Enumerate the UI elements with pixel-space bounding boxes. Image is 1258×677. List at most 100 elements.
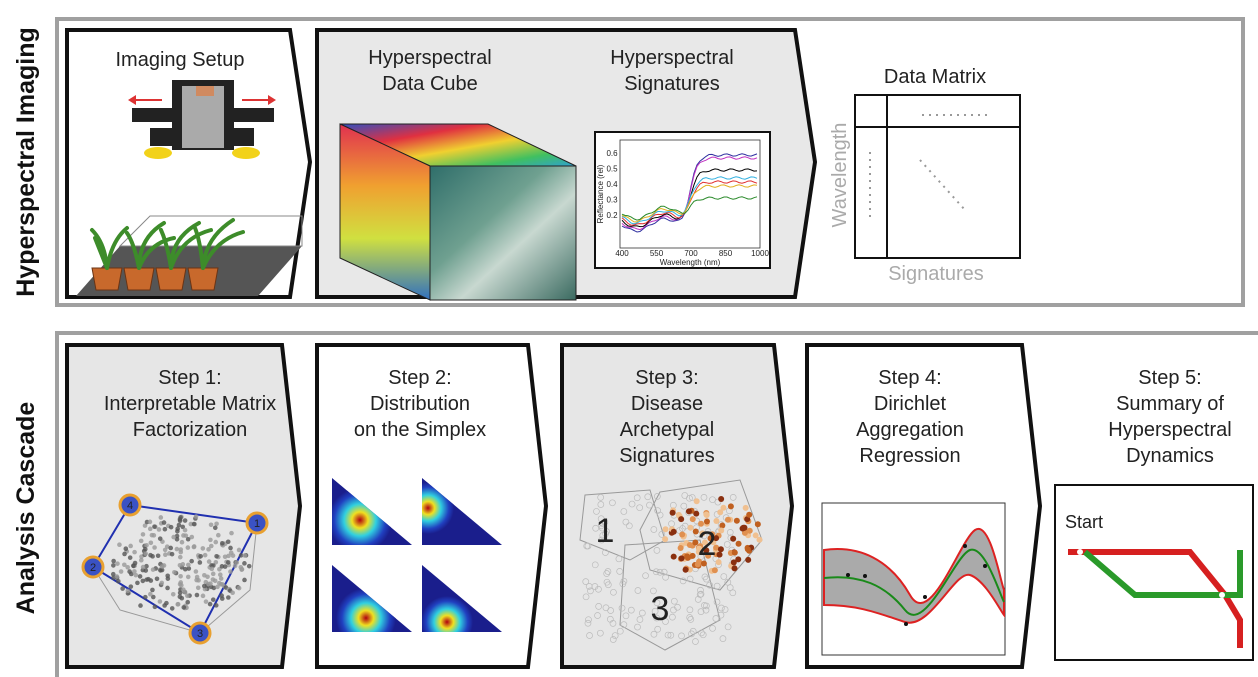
scatter-dot <box>704 518 710 524</box>
step-title: Regression <box>859 445 960 467</box>
scatter-dot <box>132 569 137 574</box>
scatter-dot <box>148 527 153 532</box>
scatter-dot <box>745 546 751 552</box>
scatter-dot <box>164 601 169 606</box>
scatter-dot <box>213 540 218 545</box>
scatter-dot <box>671 554 677 560</box>
scatter-dot <box>180 540 185 545</box>
scatter-dot <box>210 567 215 572</box>
tick-label: 0.4 <box>606 180 618 189</box>
step-title: Step 4: <box>878 367 941 389</box>
scatter-dot <box>153 605 158 610</box>
scatter-dot <box>122 552 127 557</box>
scatter-dot <box>181 587 186 592</box>
scatter-dot <box>223 564 228 569</box>
scatter-dot <box>213 525 218 530</box>
scatter-dot <box>679 531 685 537</box>
scatter-dot <box>150 533 155 538</box>
scatter-dot <box>703 511 709 517</box>
tick-label: 550 <box>650 249 664 258</box>
scatter-dot <box>204 599 209 604</box>
tick-label: 0.3 <box>606 196 618 205</box>
panel-title: Hyperspectral <box>610 47 733 69</box>
scatter-dot <box>745 557 751 563</box>
scatter-dot <box>198 554 203 559</box>
scatter-dot <box>719 523 725 529</box>
scatter-dot <box>194 569 199 574</box>
scatter-dot <box>716 559 722 565</box>
scatter-dot <box>678 545 684 551</box>
scatter-dot <box>165 586 170 591</box>
scatter-dot <box>135 581 140 586</box>
step-title: Summary of <box>1116 393 1224 415</box>
scatter-dot <box>122 562 127 567</box>
scatter-dot <box>148 520 153 525</box>
data-matrix <box>855 95 1020 258</box>
matrix-title: Data Matrix <box>884 66 986 88</box>
scatter-dot <box>228 569 233 574</box>
scatter-dot <box>152 545 157 550</box>
scatter-dot <box>186 575 191 580</box>
panel-title: Hyperspectral <box>368 47 491 69</box>
scatter-dot <box>730 536 736 542</box>
scatter-dot <box>178 574 183 579</box>
scatter-dot <box>690 516 696 522</box>
scatter-dot <box>152 524 157 529</box>
scatter-dot <box>226 595 231 600</box>
scatter-dot <box>220 596 225 601</box>
scatter-dot <box>237 586 242 591</box>
scatter-dot <box>171 592 176 597</box>
step-title: Interpretable Matrix <box>104 393 276 415</box>
scatter-dot <box>736 541 742 547</box>
scatter-dot <box>162 520 167 525</box>
scatter-dot <box>734 518 740 524</box>
scatter-dot <box>712 567 718 573</box>
matrix-column-label: Signatures <box>888 263 984 285</box>
scatter-dot <box>133 561 138 566</box>
step-title: Step 3: <box>635 367 698 389</box>
scatter-dot <box>186 537 191 542</box>
scatter-dot <box>209 523 214 528</box>
tick-label: 400 <box>615 249 629 258</box>
step-title: Disease <box>631 393 703 415</box>
scatter-dot <box>201 594 206 599</box>
scatter-dot <box>743 505 749 511</box>
scatter-dot <box>150 588 155 593</box>
scatter-dot <box>195 593 200 598</box>
scatter-dot <box>756 537 762 543</box>
tick-label: 0.6 <box>606 149 618 158</box>
scatter-dot <box>755 521 761 527</box>
archetype-label: 2 <box>90 562 96 574</box>
scatter-dot <box>181 533 186 538</box>
scatter-dot <box>186 545 191 550</box>
scatter-dot <box>151 567 156 572</box>
scatter-dot <box>198 560 203 565</box>
scatter-dot <box>725 517 731 523</box>
scatter-dot <box>242 578 247 583</box>
scatter-dot <box>175 547 180 552</box>
scatter-dot <box>168 546 173 551</box>
scatter-dot <box>218 572 223 577</box>
scatter-dot <box>214 554 219 559</box>
step-title: Hyperspectral <box>1108 419 1231 441</box>
scatter-dot <box>120 586 125 591</box>
scatter-dot <box>116 579 121 584</box>
scatter-dot <box>732 550 738 556</box>
step-title: Step 2: <box>388 367 451 389</box>
scatter-dot <box>158 599 163 604</box>
scatter-dot <box>144 543 149 548</box>
scatter-dot <box>170 606 175 611</box>
scatter-dot <box>247 564 252 569</box>
scatter-dot <box>196 585 201 590</box>
scatter-dot <box>732 565 738 571</box>
scatter-dot <box>694 498 700 504</box>
step-title: Distribution <box>370 393 470 415</box>
scatter-dot <box>207 559 212 564</box>
scatter-dot <box>186 563 191 568</box>
scatter-dot <box>718 496 724 502</box>
scatter-dot <box>141 532 146 537</box>
scatter-dot <box>746 512 752 518</box>
section-label: Analysis Cascade <box>12 402 40 615</box>
scatter-dot <box>126 589 131 594</box>
scatter-dot <box>671 529 677 535</box>
